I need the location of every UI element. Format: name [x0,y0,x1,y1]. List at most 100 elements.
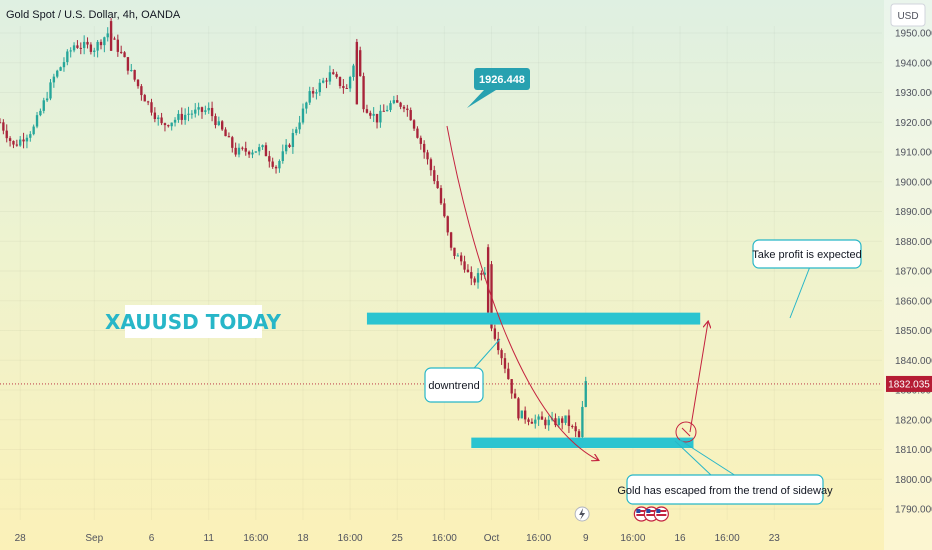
candle-body [15,144,19,146]
candle-body [301,108,305,123]
candle-body [173,119,177,123]
take-profit-label: Take profit is expected [752,249,861,261]
candle-body [493,328,497,339]
candle-body [567,415,571,426]
candle-body [584,381,587,407]
candle-body [295,129,298,134]
candle-body [399,102,402,107]
candle-body [271,161,274,167]
candle-body [93,50,96,52]
candle-body [136,79,140,87]
candle-body [581,406,584,438]
x-tick-label: 18 [297,533,309,544]
us-flag-event-icon[interactable] [653,506,669,522]
candle-body [453,247,456,256]
candle-body [325,80,328,82]
candle-body [274,166,278,169]
breakout-mark [681,427,691,437]
candle-body [530,421,534,424]
y-tick-label: 1870.000 [895,267,932,278]
candle-body [234,147,237,155]
candle-body [123,52,126,58]
candle-body [422,143,426,153]
candle-body [321,80,325,83]
candle-body [288,144,291,148]
downtrend-label: downtrend [428,380,479,392]
candle-body [544,419,547,426]
candle-body [103,37,106,46]
candle-body [342,86,345,89]
candle-body [284,144,288,152]
candle-body [389,103,392,110]
candle-body [480,273,483,275]
candle-body [547,419,550,426]
candle-body [264,145,268,157]
candle-body [153,112,157,119]
candle-body [470,272,473,279]
candle-body [561,418,564,423]
candle-body [45,98,49,101]
y-tick-label: 1800.000 [895,475,932,486]
annot-layer [446,125,708,522]
candle-body [177,113,180,120]
candle-body [146,101,150,103]
candle-body [436,181,439,189]
candle-body [574,426,577,432]
candle-body [460,255,463,262]
candle-body [160,117,163,124]
candle-body [497,338,500,351]
candle-body [392,100,396,104]
y-tick-label: 1860.000 [895,296,932,307]
candle-body [32,126,35,135]
candle-body [116,39,120,52]
x-tick-label: 16:00 [243,533,268,544]
candle-body [82,41,86,49]
candle-body [66,51,69,63]
y-axis-panel [884,0,932,550]
candle-body [406,108,409,111]
candle-body [113,38,116,40]
candle-body [449,232,453,248]
candle-body [456,255,460,257]
current-price-box [886,375,932,392]
candle-body [244,148,247,152]
candle-body [540,416,544,420]
candle-body [385,109,389,112]
y-tick-label: 1910.000 [895,148,932,159]
candle-body [197,107,200,110]
candle-body [318,82,321,93]
candle-body [224,129,227,137]
candle-body [258,147,261,152]
candle-body [443,203,446,217]
x-tick-label: 9 [583,533,589,544]
candle-body [167,125,170,127]
candle-body [133,70,136,80]
candle-body [126,57,130,71]
candle-body [42,100,45,111]
candle-body [298,122,301,130]
candle-body [12,140,15,145]
candle-body [571,425,574,427]
x-tick-label: Sep [85,533,103,544]
candle-layer [0,18,587,443]
candle-body [8,138,12,141]
candle-body [513,393,517,399]
candle-body [130,70,133,72]
candle-body [69,50,72,52]
candle-body [369,112,372,116]
candle-body [362,76,365,110]
candle-body [52,76,56,83]
currency-button[interactable] [890,3,926,27]
candle-body [204,110,207,112]
candle-body [241,147,244,149]
candle-body [56,70,59,77]
x-tick-label: 6 [149,533,155,544]
candle-body [237,147,241,155]
candle-body [86,41,89,45]
downtrend-arrow [446,125,598,460]
candle-body [507,368,510,380]
candle-body [120,51,123,53]
candle-body [338,76,342,87]
candle-body [76,45,79,48]
candle-body [328,72,332,82]
